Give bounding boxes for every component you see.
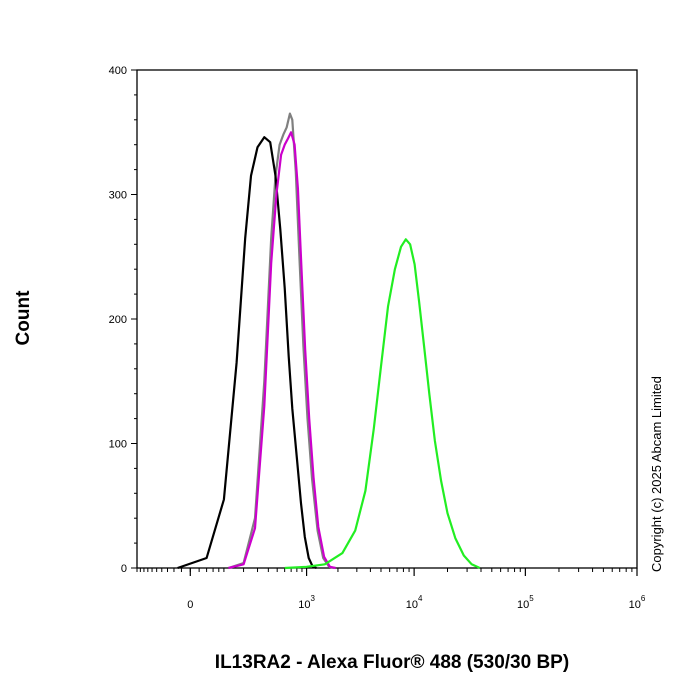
x-axis-title: IL13RA2 - Alexa Fluor® 488 (530/30 BP) <box>215 652 569 673</box>
y-tick-label: 0 <box>121 563 127 575</box>
y-axis-title: Count <box>13 290 34 346</box>
y-tick-label: 300 <box>109 190 127 202</box>
histogram-series-1 <box>228 112 335 570</box>
histogram-series-3 <box>228 131 336 570</box>
y-tick-label: 400 <box>109 65 127 77</box>
y-tick-label: 100 <box>109 439 127 451</box>
series-layer <box>177 112 481 570</box>
y-tick-label: 200 <box>109 314 127 326</box>
x-tick-label: 0 <box>187 599 193 611</box>
x-tick-label: 106 <box>629 594 646 611</box>
y-axis: 0 100 200 300 400 <box>109 65 137 575</box>
x-axis: 0 103 104 105 106 <box>136 568 646 611</box>
x-tick-label: 103 <box>298 594 315 611</box>
histogram-series-4 <box>284 238 481 570</box>
histogram-series-2 <box>177 136 317 570</box>
x-tick-label: 104 <box>406 594 423 611</box>
copyright-notice: Copyright (c) 2025 Abcam Limited <box>649 376 664 572</box>
x-tick-label: 105 <box>517 594 534 611</box>
